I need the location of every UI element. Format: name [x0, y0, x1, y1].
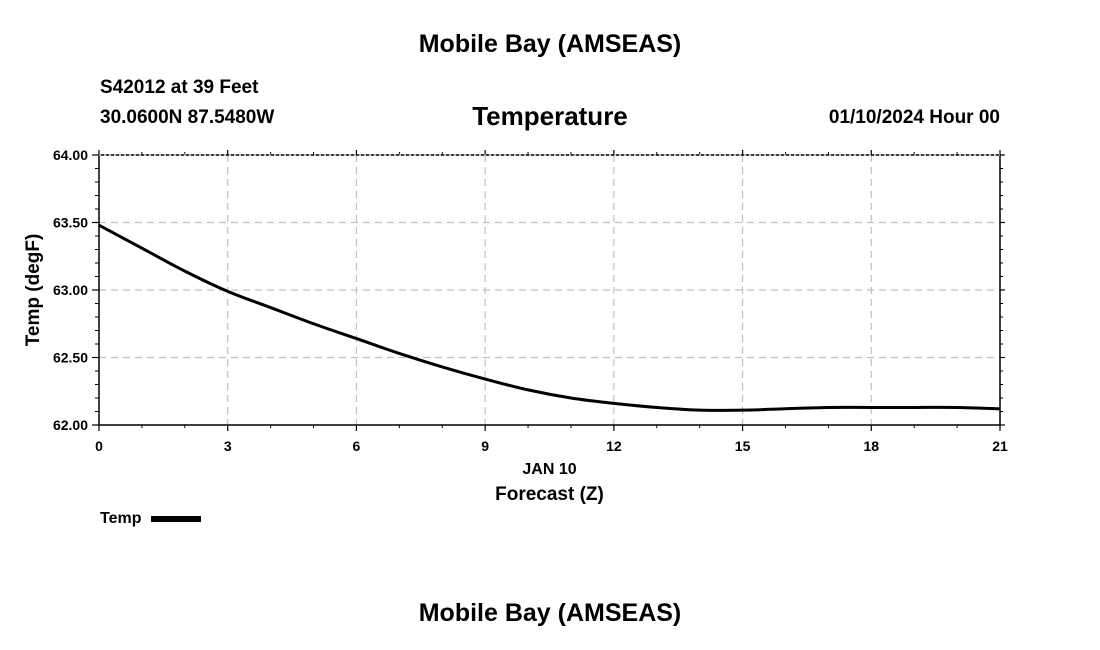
coordinates-label: 30.0600N 87.5480W — [100, 107, 275, 128]
x-tick-label: 21 — [992, 438, 1008, 454]
x-tick-label: 15 — [735, 438, 751, 454]
legend-swatch-temp — [151, 516, 202, 522]
forecast-date-label: 01/10/2024 Hour 00 — [828, 107, 1000, 128]
chart-title: Temperature — [472, 101, 628, 131]
footer-title: Mobile Bay (AMSEAS) — [418, 599, 682, 627]
x-tick-label: 9 — [481, 438, 489, 454]
x-tick-label: 18 — [863, 438, 879, 454]
legend: Temp — [100, 510, 202, 528]
station-label: S42012 at 39 Feet — [100, 77, 259, 98]
page-title: Mobile Bay (AMSEAS) — [418, 30, 682, 58]
y-axis-label: Temp (degF) — [23, 234, 44, 347]
x-tick-label: 6 — [353, 438, 361, 454]
axis-ticks: 0 3 6 9 12 15 18 21 62.00 62.50 63.00 63.50 64.00 — [53, 147, 1008, 454]
x-tick-label: 3 — [224, 438, 232, 454]
legend-label-temp: Temp — [100, 510, 142, 527]
y-tick-label: 62.50 — [53, 350, 88, 366]
x-axis-date-label: JAN 10 — [522, 461, 576, 478]
x-tick-label: 12 — [606, 438, 622, 454]
y-tick-label: 63.50 — [53, 215, 88, 231]
series-line-temp — [98, 223, 1001, 412]
y-tick-label: 64.00 — [53, 147, 88, 163]
x-tick-label: 0 — [95, 438, 103, 454]
series-layer — [98, 223, 1001, 412]
y-tick-label: 63.00 — [53, 282, 88, 298]
x-axis-label: Forecast (Z) — [495, 484, 604, 505]
y-tick-label: 62.00 — [53, 417, 88, 433]
grid-lines — [99, 155, 1000, 425]
